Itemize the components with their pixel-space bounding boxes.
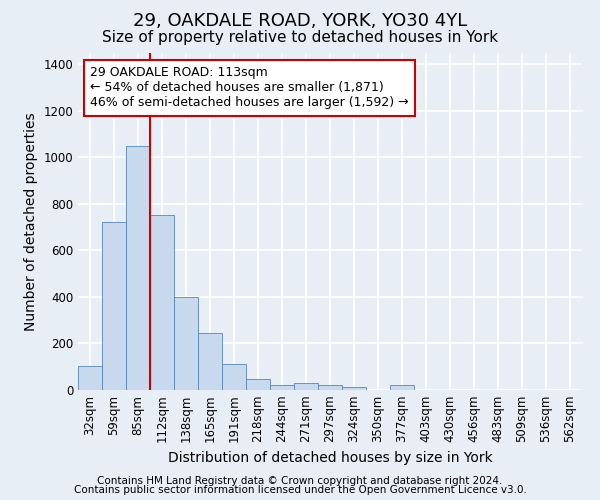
Bar [102,222,126,390]
Bar [246,379,270,390]
Bar [78,366,102,390]
Bar [342,387,366,390]
Text: Size of property relative to detached houses in York: Size of property relative to detached ho… [102,30,498,45]
Bar [222,364,246,390]
Text: 29, OAKDALE ROAD, YORK, YO30 4YL: 29, OAKDALE ROAD, YORK, YO30 4YL [133,12,467,30]
Text: 29 OAKDALE ROAD: 113sqm
← 54% of detached houses are smaller (1,871)
46% of semi: 29 OAKDALE ROAD: 113sqm ← 54% of detache… [90,66,409,110]
Bar [126,146,150,390]
Bar [390,386,414,390]
X-axis label: Distribution of detached houses by size in York: Distribution of detached houses by size … [167,451,493,465]
Bar [174,297,198,390]
Bar [150,216,174,390]
Y-axis label: Number of detached properties: Number of detached properties [24,112,38,330]
Bar [270,386,294,390]
Text: Contains HM Land Registry data © Crown copyright and database right 2024.: Contains HM Land Registry data © Crown c… [97,476,503,486]
Text: Contains public sector information licensed under the Open Government Licence v3: Contains public sector information licen… [74,485,526,495]
Bar [294,384,318,390]
Bar [318,385,342,390]
Bar [198,333,222,390]
